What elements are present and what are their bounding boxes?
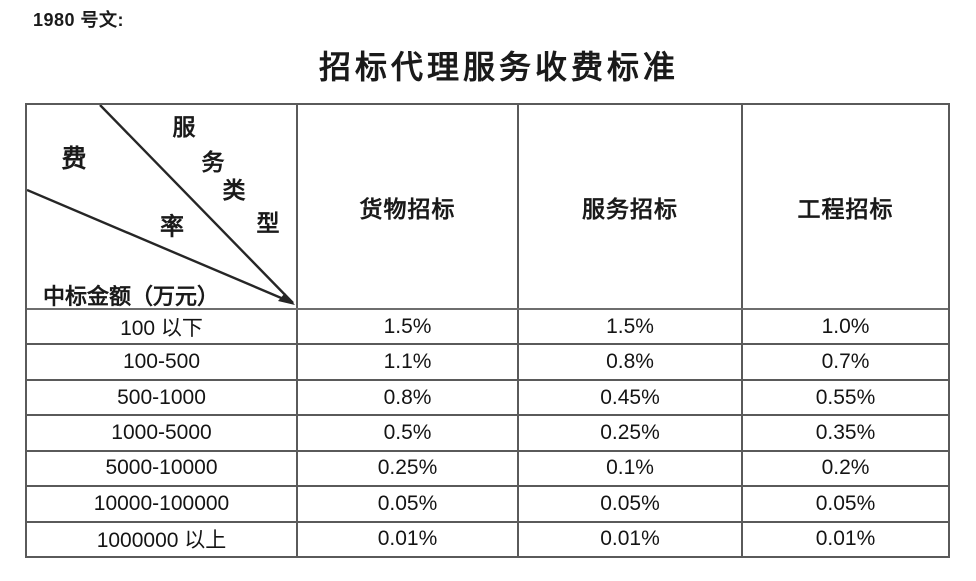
table-header-row: 费 服 务 类 率 型 中标金额（万元） 货物招标 服务招标 工程招标 [27,105,948,310]
corner-service-char-4: 型 [256,211,280,236]
fee-value-goods: 0.5% [298,416,519,450]
fee-value-goods: 0.05% [298,487,519,521]
column-header-works: 工程招标 [797,196,894,222]
fee-value-works: 0.35% [815,420,876,444]
table-row: 1000000 以上 0.01% 0.01% 0.01% [27,522,948,556]
page-title: 招标代理服务收费标准 [318,49,679,85]
table-row: 10000-100000 0.05% 0.05% 0.05% [27,487,948,523]
row-label: 500-1000 [27,380,298,415]
table-row: 100 以下 1.5% 1.5% 1.0% [27,310,948,346]
table-row: 100-500 1.1% 0.8% 0.7% [27,345,948,381]
row-label: 1000-5000 [27,416,298,450]
diagonal-line-lower [27,188,294,305]
fee-value-goods: 0.01% [298,522,519,556]
column-header-goods: 货物招标 [298,105,519,308]
row-label: 5000-10000 [27,451,298,486]
fee-value-service: 0.45% [519,380,743,415]
corner-rate-char: 率 [160,214,184,241]
fee-value-service: 0.05% [519,487,743,521]
fee-value-service: 0.25% [519,416,743,450]
arrowhead-icon [278,293,295,305]
fee-value-goods: 0.8% [298,380,519,415]
fee-value-works: 0.01% [815,527,876,551]
doc-number: 1980 号文: [33,10,125,30]
row-label: 100-500 [27,345,298,379]
row-axis-label: 中标金额（万元） [43,284,220,308]
fee-value-goods: 1.5% [298,310,519,344]
row-label: 100 以下 [27,310,298,344]
table-row: 500-1000 0.8% 0.45% 0.55% [27,380,948,417]
fee-value-service: 0.01% [519,522,743,556]
fee-value-works: 0.7% [821,350,870,374]
row-label: 1000000 以上 [27,522,298,556]
fee-value-works: 0.05% [815,491,876,515]
corner-service-char-2: 务 [201,150,225,175]
corner-service-char-3: 类 [222,178,246,203]
diagonal-header-cell: 费 服 务 类 率 型 中标金额（万元） [27,105,298,308]
fee-value-goods: 0.25% [298,451,519,486]
table-body: 100 以下 1.5% 1.5% 1.0% 100-500 1.1% 0.8% … [27,310,948,556]
fee-standard-table: 费 服 务 类 率 型 中标金额（万元） 货物招标 服务招标 工程招标 100 … [25,103,950,558]
table-row: 5000-10000 0.25% 0.1% 0.2% [27,451,948,488]
diagonal-line-upper [99,105,294,304]
corner-fee-char: 费 [61,146,87,173]
diagonal-split-lines [27,105,295,305]
fee-value-goods: 1.1% [298,345,519,379]
fee-value-works: 0.2% [821,456,870,480]
fee-value-service: 0.8% [519,345,743,379]
table-row: 1000-5000 0.5% 0.25% 0.35% [27,416,948,452]
fee-value-works: 0.55% [815,385,876,409]
row-label: 10000-100000 [27,487,298,521]
fee-value-service: 0.1% [519,451,743,486]
fee-value-service: 1.5% [519,310,743,344]
fee-value-works: 1.0% [821,314,870,338]
column-header-service: 服务招标 [519,105,743,308]
corner-service-char-1: 服 [172,115,196,140]
